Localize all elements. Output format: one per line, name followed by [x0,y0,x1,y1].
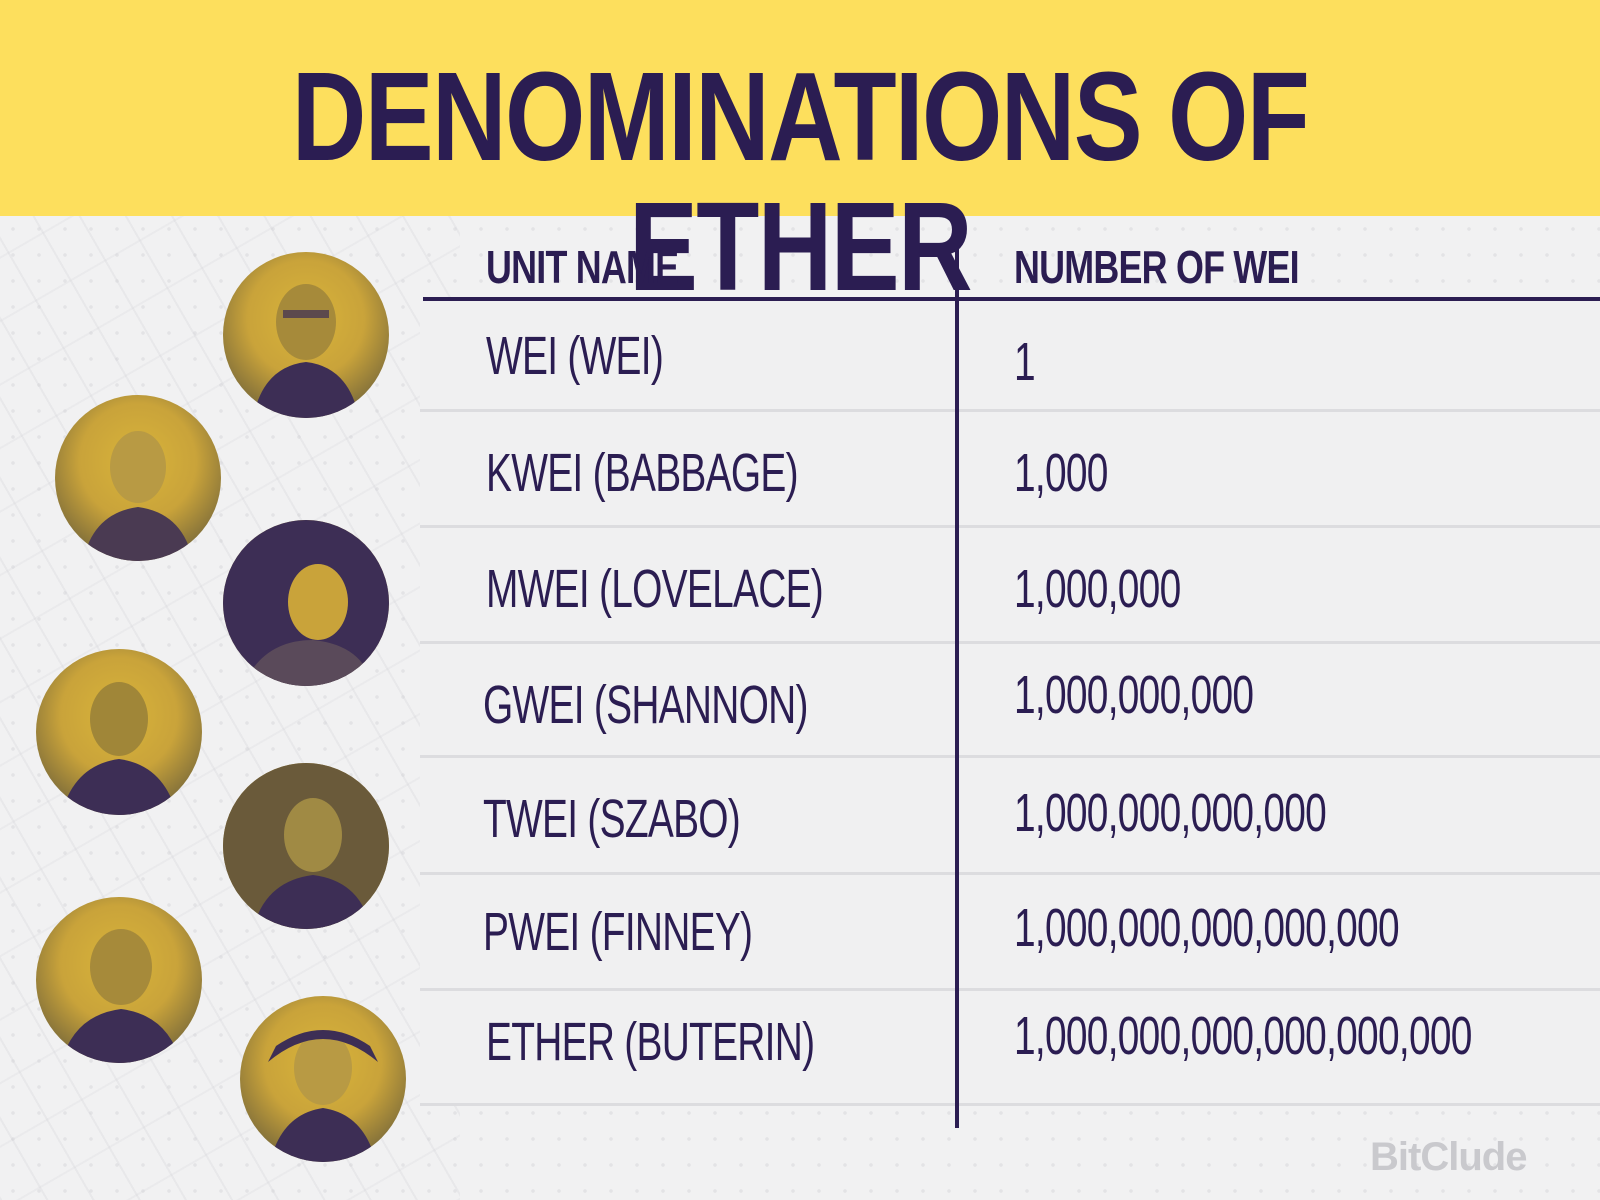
unit-name-cell: PWEI (FINNEY) [483,902,753,962]
page-title: DENOMINATIONS OF ETHER [291,46,1310,317]
wei-dai-portrait [223,252,389,418]
unit-name-cell: KWEI (BABBAGE) [486,443,799,503]
wei-value-cell: 1,000,000,000 [1014,665,1254,725]
unit-name-cell: GWEI (SHANNON) [483,675,808,735]
column-divider [955,216,959,1128]
ada-lovelace-portrait [223,520,389,686]
wei-value-cell: 1,000,000,000,000,000 [1014,898,1400,958]
column-header-unit-name: UNIT NAME [486,241,679,293]
table-row: TWEI (SZABO) 1,000,000,000,000 [420,758,1600,875]
nick-szabo-portrait [223,763,389,929]
table-row: MWEI (LOVELACE) 1,000,000 [420,528,1600,644]
hal-finney-portrait [36,897,202,1063]
header-divider [423,297,1600,301]
unit-name-cell: WEI (WEI) [486,326,664,386]
table-row: PWEI (FINNEY) 1,000,000,000,000,000 [420,875,1600,991]
header-banner: DENOMINATIONS OF ETHER [0,0,1600,312]
wei-value-cell: 1,000,000,000,000,000,000 [1014,1006,1472,1066]
claude-shannon-portrait [36,649,202,815]
unit-name-cell: MWEI (LOVELACE) [486,559,824,619]
table-row: WEI (WEI) 1 [420,301,1600,412]
unit-name-cell: ETHER (BUTERIN) [486,1012,815,1072]
denominations-table: UNIT NAME NUMBER OF WEI WEI (WEI) 1 KWEI… [0,216,1600,1200]
wei-value-cell: 1 [1014,332,1036,392]
table-row: ETHER (BUTERIN) 1,000,000,000,000,000,00… [420,991,1600,1106]
charles-babbage-portrait [55,395,221,561]
table-row: KWEI (BABBAGE) 1,000 [420,412,1600,528]
column-header-number-of-wei: NUMBER OF WEI [1014,241,1300,293]
table-row: GWEI (SHANNON) 1,000,000,000 [420,644,1600,758]
wei-value-cell: 1,000,000 [1014,559,1181,619]
vitalik-buterin-portrait [240,996,406,1162]
wei-value-cell: 1,000 [1014,443,1108,503]
bitclude-logo: BitClude [1370,1135,1527,1179]
unit-name-cell: TWEI (SZABO) [483,789,741,849]
wei-value-cell: 1,000,000,000,000 [1014,783,1327,843]
